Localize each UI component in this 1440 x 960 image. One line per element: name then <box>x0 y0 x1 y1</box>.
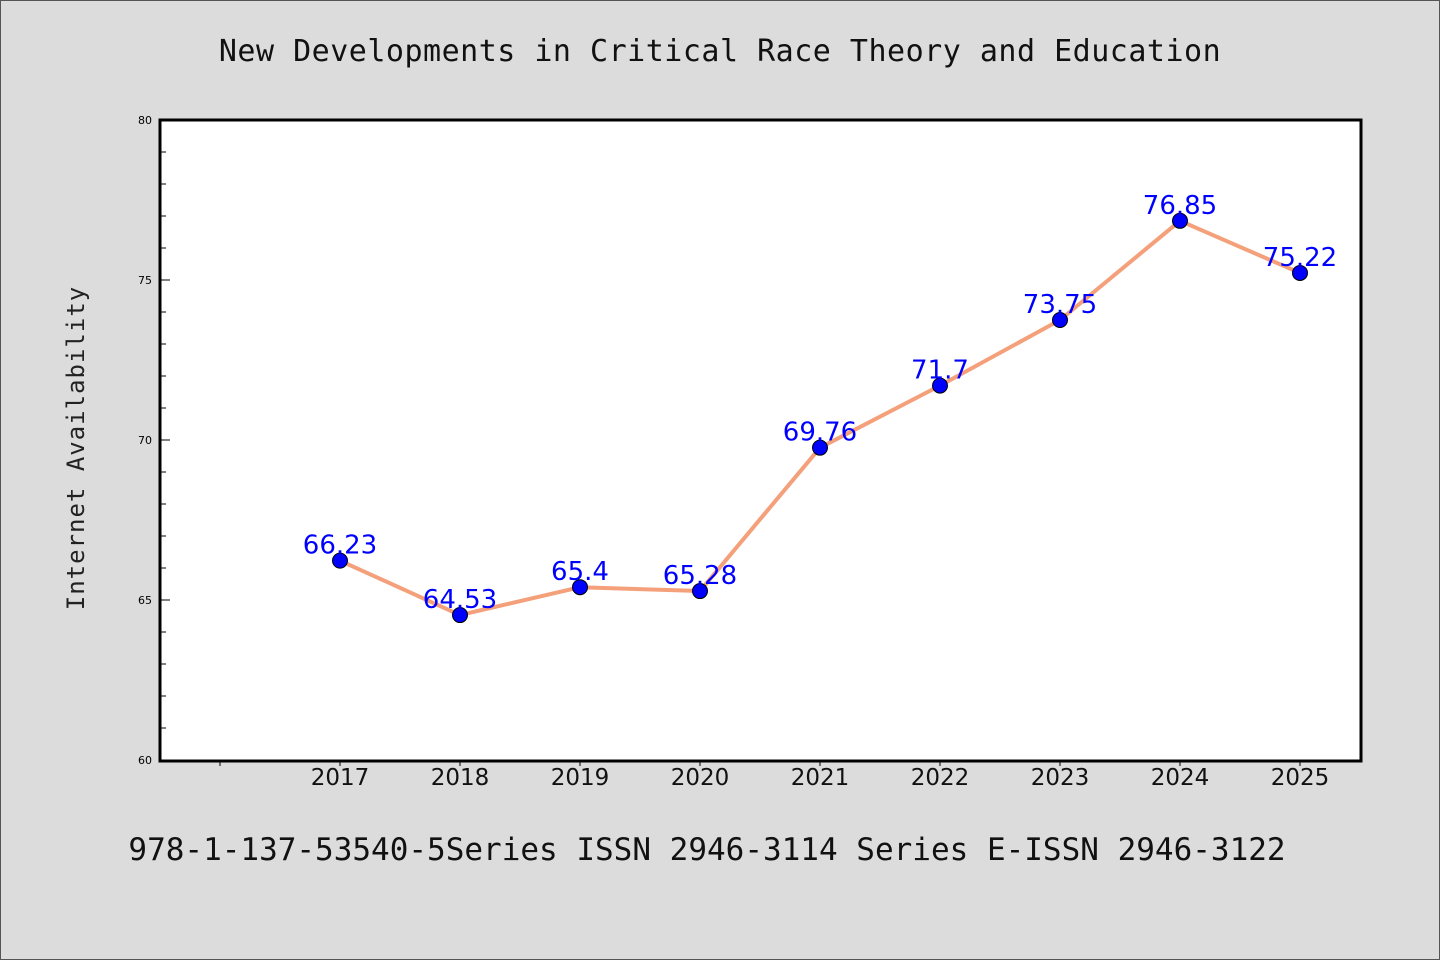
x-tick-label: 2023 <box>1031 765 1090 791</box>
y-tick-label: 75 <box>138 274 152 287</box>
x-tick-label: 2018 <box>431 765 490 791</box>
x-tick-label: 2022 <box>911 765 970 791</box>
data-point <box>692 583 708 600</box>
data-label: 69.76 <box>783 418 857 448</box>
data-point <box>572 579 588 596</box>
data-label: 73.75 <box>1023 290 1097 320</box>
data-labels: 66.23 64.53 65.4 65.28 69.76 71.7 73.75 76.85 75… <box>303 191 1337 615</box>
data-label: 76.85 <box>1143 191 1217 221</box>
series-group <box>332 212 1308 624</box>
chart-title: New Developments in Critical Race Theory… <box>218 34 1222 69</box>
x-tick-label: 2017 <box>311 765 370 791</box>
data-label: 65.4 <box>551 557 609 587</box>
data-point <box>452 607 468 624</box>
footer-isbn-text: 978-1-137-53540-5Series ISSN 2946-3114 S… <box>128 832 1286 868</box>
data-label: 65.28 <box>663 561 737 591</box>
data-point <box>1052 312 1068 328</box>
data-label: 71.7 <box>911 356 969 386</box>
data-label: 64.53 <box>423 585 497 615</box>
data-label: 75.22 <box>1263 243 1337 273</box>
data-point <box>1292 264 1308 281</box>
x-tick-label: 2021 <box>791 765 850 791</box>
x-axis: 2017 2018 2019 2020 2021 2022 2023 2024 2025 <box>219 760 1330 791</box>
x-tick-label: 2020 <box>671 765 730 791</box>
data-point <box>812 439 828 456</box>
data-point <box>332 552 348 569</box>
data-point <box>1172 212 1188 229</box>
y-tick-label: 65 <box>138 594 152 607</box>
y-tick-label: 80 <box>138 114 152 127</box>
y-tick-label: 60 <box>138 754 152 767</box>
x-tick-label: 2019 <box>551 765 610 791</box>
plot-area <box>158 118 1363 763</box>
data-label: 66.23 <box>303 531 377 561</box>
y-tick-label: 70 <box>138 434 152 447</box>
x-tick-label: 2024 <box>1151 765 1210 791</box>
x-tick-label: 2025 <box>1271 765 1330 791</box>
data-point <box>932 377 948 394</box>
y-axis: 60 65 70 75 80 <box>138 114 170 767</box>
